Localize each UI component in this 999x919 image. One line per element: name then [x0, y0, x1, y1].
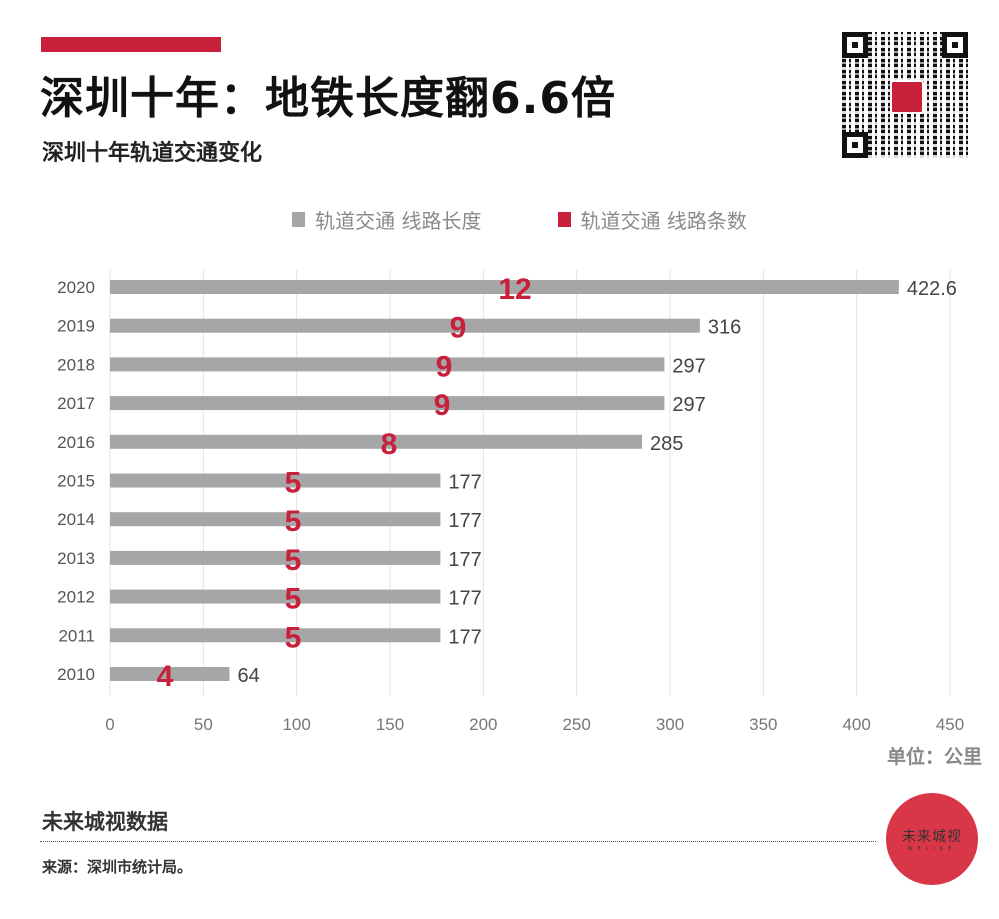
bar-length — [110, 357, 665, 372]
bar-length — [110, 628, 441, 643]
qr-code — [842, 32, 968, 158]
page-title: 深圳十年：地铁长度翻6.6倍 — [40, 73, 616, 124]
data-label-length: 177 — [448, 626, 481, 648]
x-tick-label: 200 — [469, 715, 497, 734]
bar-length — [110, 512, 441, 527]
x-tick-label: 100 — [282, 715, 310, 734]
bar-length — [110, 318, 700, 333]
data-label-lines: 5 — [285, 467, 302, 500]
data-label-lines: 12 — [498, 273, 531, 306]
data-label-lines: 9 — [436, 350, 453, 383]
logo-text: 未来城视 — [902, 829, 962, 845]
data-label-lines: 5 — [285, 583, 302, 616]
data-label-length: 64 — [237, 665, 259, 687]
bar-length — [110, 550, 441, 565]
y-tick-label: 2017 — [57, 394, 95, 413]
data-label-lines: 5 — [285, 505, 302, 538]
x-tick-label: 50 — [194, 715, 213, 734]
bar-length — [110, 589, 441, 604]
y-tick-label: 2014 — [57, 510, 95, 529]
y-tick-label: 2012 — [57, 588, 95, 607]
legend-item-lines: 轨道交通 线路条数 — [557, 205, 747, 234]
bar-length — [110, 667, 230, 681]
y-tick-label: 2018 — [57, 355, 95, 374]
data-label-lines: 9 — [450, 312, 467, 345]
x-tick-label: 250 — [562, 715, 590, 734]
y-tick-label: 2019 — [57, 317, 95, 336]
bar-chart: 0 50 100 150 200 250 300 350 400 450 2020 422.6 12 20… — [57, 270, 964, 734]
data-label-length: 177 — [448, 549, 481, 571]
data-label-length: 297 — [672, 355, 705, 377]
data-label-length: 422.6 — [907, 278, 957, 300]
logo-subtext: WELIKE — [907, 846, 957, 852]
y-tick-label: 2011 — [58, 626, 95, 645]
x-tick-label: 0 — [105, 715, 114, 734]
legend-swatch-gray — [292, 212, 306, 227]
accent-bar — [41, 37, 221, 52]
data-label-length: 177 — [448, 588, 481, 610]
data-label-length: 177 — [448, 472, 481, 494]
data-label-length: 177 — [448, 510, 481, 532]
legend-item-length: 轨道交通 线路长度 — [292, 205, 482, 234]
data-label-length: 285 — [650, 433, 683, 455]
data-label-length: 316 — [708, 317, 741, 339]
y-tick-label: 2010 — [57, 665, 95, 684]
data-label-lines: 9 — [434, 389, 451, 422]
y-tick-label: 2013 — [57, 549, 95, 568]
x-tick-label: 350 — [749, 715, 777, 734]
data-label-lines: 4 — [157, 660, 174, 693]
x-tick-label: 450 — [936, 715, 964, 734]
bar-length — [110, 434, 642, 449]
data-label-lines: 5 — [285, 544, 302, 577]
x-tick-label: 300 — [656, 715, 684, 734]
legend-label: 轨道交通 线路条数 — [580, 209, 747, 233]
data-label-length: 297 — [672, 394, 705, 416]
legend-label: 轨道交通 线路长度 — [315, 209, 482, 233]
divider — [40, 841, 876, 842]
y-tick-label: 2020 — [57, 278, 95, 297]
bar-length — [110, 396, 665, 411]
x-tick-label: 400 — [842, 715, 870, 734]
data-label-lines: 8 — [381, 428, 398, 461]
source-note: 来源：深圳市统计局。 — [42, 858, 193, 876]
y-tick-label: 2015 — [57, 472, 95, 491]
bar-length — [110, 280, 899, 294]
brand-name: 未来城视数据 — [42, 810, 168, 834]
legend-swatch-red — [557, 212, 571, 227]
page-subtitle: 深圳十年轨道交通变化 — [42, 141, 263, 166]
x-tick-label: 150 — [376, 715, 404, 734]
chart-legend: 轨道交通 线路长度 轨道交通 线路条数 — [0, 205, 999, 234]
y-tick-label: 2016 — [57, 433, 95, 452]
data-label-lines: 5 — [285, 621, 302, 654]
bar-length — [110, 473, 441, 488]
unit-label: 单位：公里 — [886, 746, 982, 768]
brand-logo: 未来城视 WELIKE — [886, 793, 978, 885]
